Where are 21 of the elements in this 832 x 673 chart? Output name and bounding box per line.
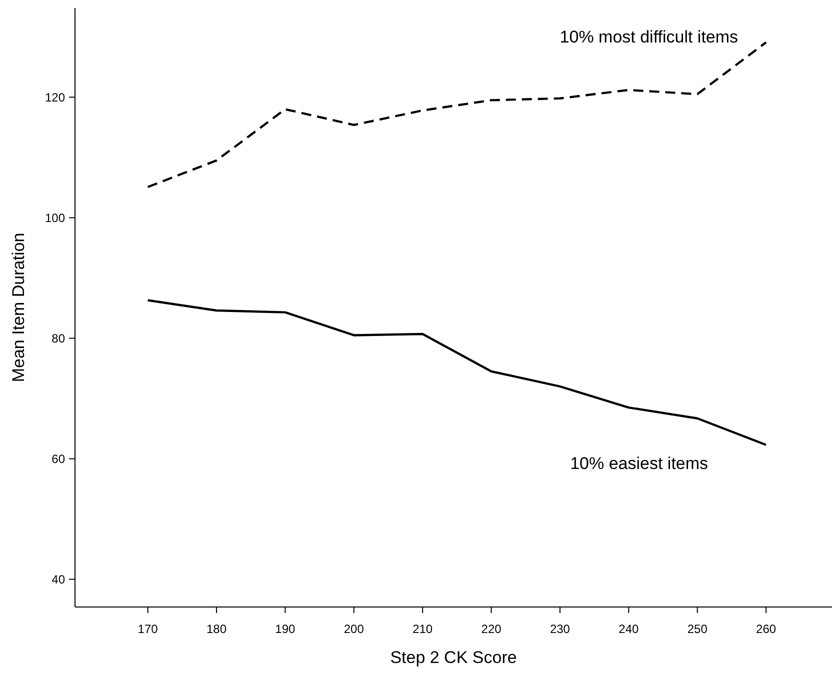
series-label: 10% most difficult items: [560, 27, 738, 46]
y-tick-label: 80: [52, 331, 66, 346]
line-series: [146, 299, 768, 446]
x-tick-label: 240: [618, 622, 639, 636]
y-tick-label: 60: [52, 452, 66, 466]
x-tick-label: 170: [138, 622, 158, 636]
x-tick-label: 220: [481, 622, 502, 636]
y-tick-label: 40: [52, 572, 66, 586]
x-tick-label: 250: [687, 622, 708, 636]
y-axis-title: Mean Item Duration: [9, 232, 28, 382]
y-tick-label: 120: [44, 90, 66, 104]
x-tick-label: 190: [275, 622, 296, 636]
y-tick-label: 100: [44, 210, 66, 225]
x-tick-label: 210: [412, 622, 433, 636]
x-tick-label: 200: [344, 622, 364, 636]
series-label: 10% easiest items: [570, 454, 708, 473]
line-series: [146, 41, 768, 188]
x-tick-label: 260: [756, 622, 776, 636]
x-tick-label: 230: [550, 622, 570, 636]
x-axis-title: Step 2 CK Score: [390, 648, 517, 667]
x-tick-label: 180: [206, 622, 227, 636]
